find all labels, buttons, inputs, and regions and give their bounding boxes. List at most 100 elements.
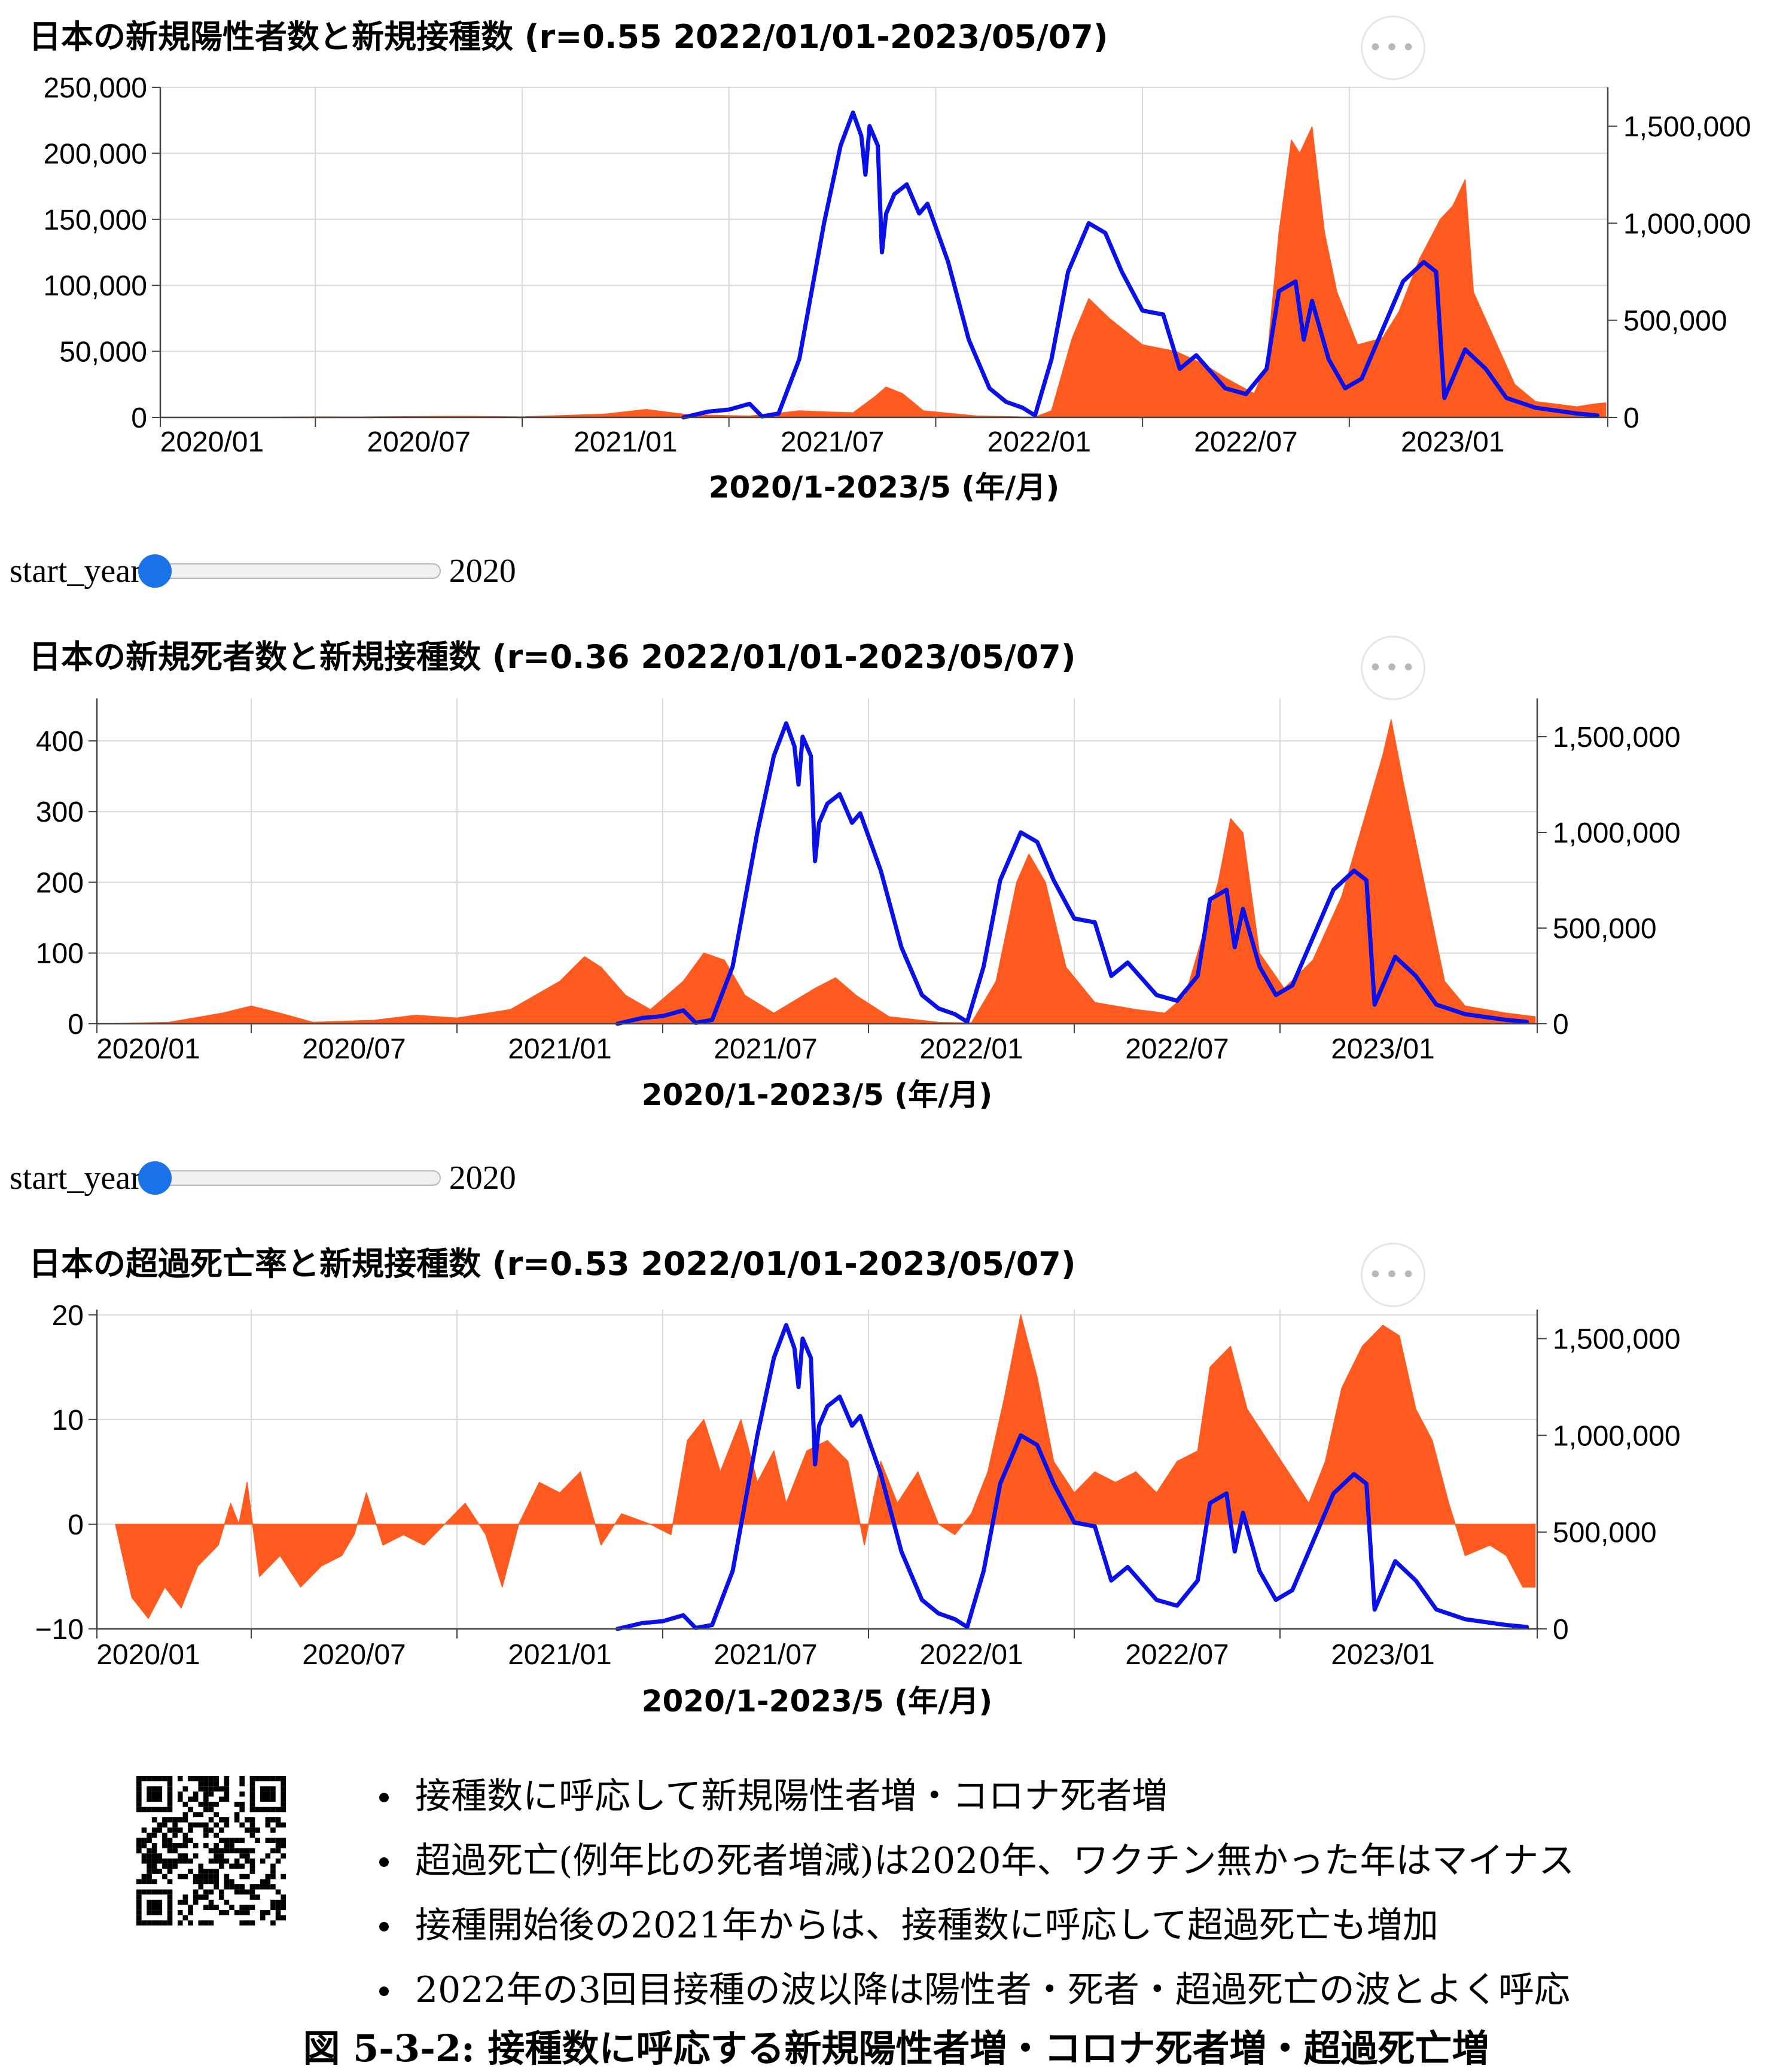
qr-module [177, 1873, 183, 1879]
chart-2-more-button[interactable]: ••• [1361, 636, 1425, 700]
qr-module [198, 1869, 204, 1874]
right-tick-label: 1,000,000 [1553, 817, 1681, 849]
x-tick-label: 2022/07 [1125, 1639, 1229, 1671]
right-tick-label: 1,000,000 [1553, 1420, 1681, 1452]
qr-module [141, 1889, 147, 1895]
qr-module [167, 1806, 173, 1812]
slider-thumb[interactable] [138, 1161, 172, 1195]
qr-module [275, 1905, 281, 1911]
qr-module [193, 1812, 199, 1817]
chart-3-more-button[interactable]: ••• [1361, 1243, 1425, 1307]
qr-module [239, 1873, 245, 1879]
qr-module [245, 1889, 250, 1895]
qr-module [198, 1873, 204, 1879]
qr-module [193, 1894, 199, 1900]
qr-module [275, 1889, 281, 1895]
qr-module [281, 1843, 286, 1848]
right-tick-label: 1,000,000 [1623, 208, 1751, 240]
qr-module [136, 1806, 142, 1812]
qr-module [224, 1822, 230, 1828]
qr-module [198, 1863, 204, 1869]
qr-module [214, 1843, 219, 1848]
qr-module [245, 1910, 250, 1915]
qr-module [182, 1817, 188, 1823]
slider-thumb[interactable] [138, 554, 172, 588]
qr-module [141, 1920, 147, 1925]
qr-module [157, 1869, 163, 1874]
qr-module [147, 1920, 152, 1925]
qr-module [157, 1786, 163, 1792]
qr-module [193, 1879, 199, 1885]
qr-module [203, 1869, 209, 1874]
x-tick-label: 2023/01 [1331, 1033, 1435, 1065]
x-tick-label: 2020/07 [367, 426, 471, 458]
qr-module [214, 1905, 219, 1911]
qr-module [208, 1879, 214, 1885]
qr-module [239, 1776, 245, 1781]
qr-module [229, 1848, 234, 1854]
qr-module [239, 1822, 245, 1828]
qr-module [265, 1822, 271, 1828]
qr-module [167, 1920, 173, 1925]
qr-module [270, 1920, 276, 1925]
qr-module [167, 1879, 173, 1885]
slider-value: 2020 [449, 553, 516, 590]
qr-module [260, 1791, 266, 1797]
qr-module [281, 1776, 286, 1781]
qr-module [249, 1776, 255, 1781]
x-axis-label: 2020/1-2023/5 (年/月) [642, 1684, 993, 1719]
slider-track[interactable] [138, 1161, 441, 1195]
qr-module [229, 1884, 234, 1890]
qr-module [151, 1869, 157, 1874]
qr-module [162, 1817, 167, 1823]
qr-module [188, 1910, 193, 1915]
qr-module [270, 1817, 276, 1823]
qr-module [188, 1869, 193, 1874]
qr-module [188, 1827, 193, 1833]
qr-module [275, 1858, 281, 1864]
x-tick-label: 2020/01 [96, 1033, 200, 1065]
qr-module [218, 1817, 224, 1823]
note-item: 接種数に呼応して新規陽性者増・コロナ死者増 [371, 1764, 1574, 1829]
qr-module [214, 1848, 219, 1854]
qr-module [214, 1858, 219, 1864]
qr-module [167, 1869, 173, 1874]
qr-module [147, 1832, 152, 1838]
qr-module [172, 1848, 178, 1854]
chart-1-more-button[interactable]: ••• [1361, 16, 1425, 80]
qr-module [162, 1838, 167, 1844]
qr-module [265, 1806, 271, 1812]
qr-module [162, 1863, 167, 1869]
qr-module [281, 1806, 286, 1812]
qr-module [162, 1822, 167, 1828]
line-series-新規接種数 [615, 1323, 1529, 1631]
qr-module [177, 1827, 183, 1833]
qr-module [157, 1853, 163, 1859]
qr-module [249, 1796, 255, 1802]
chart-2: 日本の新規死者数と新規接種数 (r=0.36 2022/01/01-2023/0… [29, 638, 1681, 1112]
qr-module [239, 1910, 245, 1915]
note-item: 接種開始後の2021年からは、接種数に呼応して超過死亡も増加 [371, 1893, 1574, 1958]
qr-module [198, 1786, 204, 1792]
qr-module [229, 1863, 234, 1869]
x-tick-label: 2022/01 [919, 1639, 1023, 1671]
qr-module [249, 1884, 255, 1890]
qr-module [249, 1817, 255, 1823]
qr-module [265, 1884, 271, 1890]
qr-module [218, 1827, 224, 1833]
qr-module [141, 1853, 147, 1859]
qr-module [265, 1838, 271, 1844]
qr-module [177, 1910, 183, 1915]
qr-module [188, 1920, 193, 1925]
qr-module [147, 1899, 152, 1905]
qr-module [141, 1843, 147, 1848]
slider-track[interactable] [138, 554, 441, 588]
qr-module [270, 1791, 276, 1797]
qr-module [270, 1776, 276, 1781]
qr-module [270, 1873, 276, 1879]
qr-module [203, 1796, 209, 1802]
qr-module [224, 1838, 230, 1844]
qr-module [177, 1796, 183, 1802]
qr-module [234, 1889, 240, 1895]
qr-module [218, 1863, 224, 1869]
